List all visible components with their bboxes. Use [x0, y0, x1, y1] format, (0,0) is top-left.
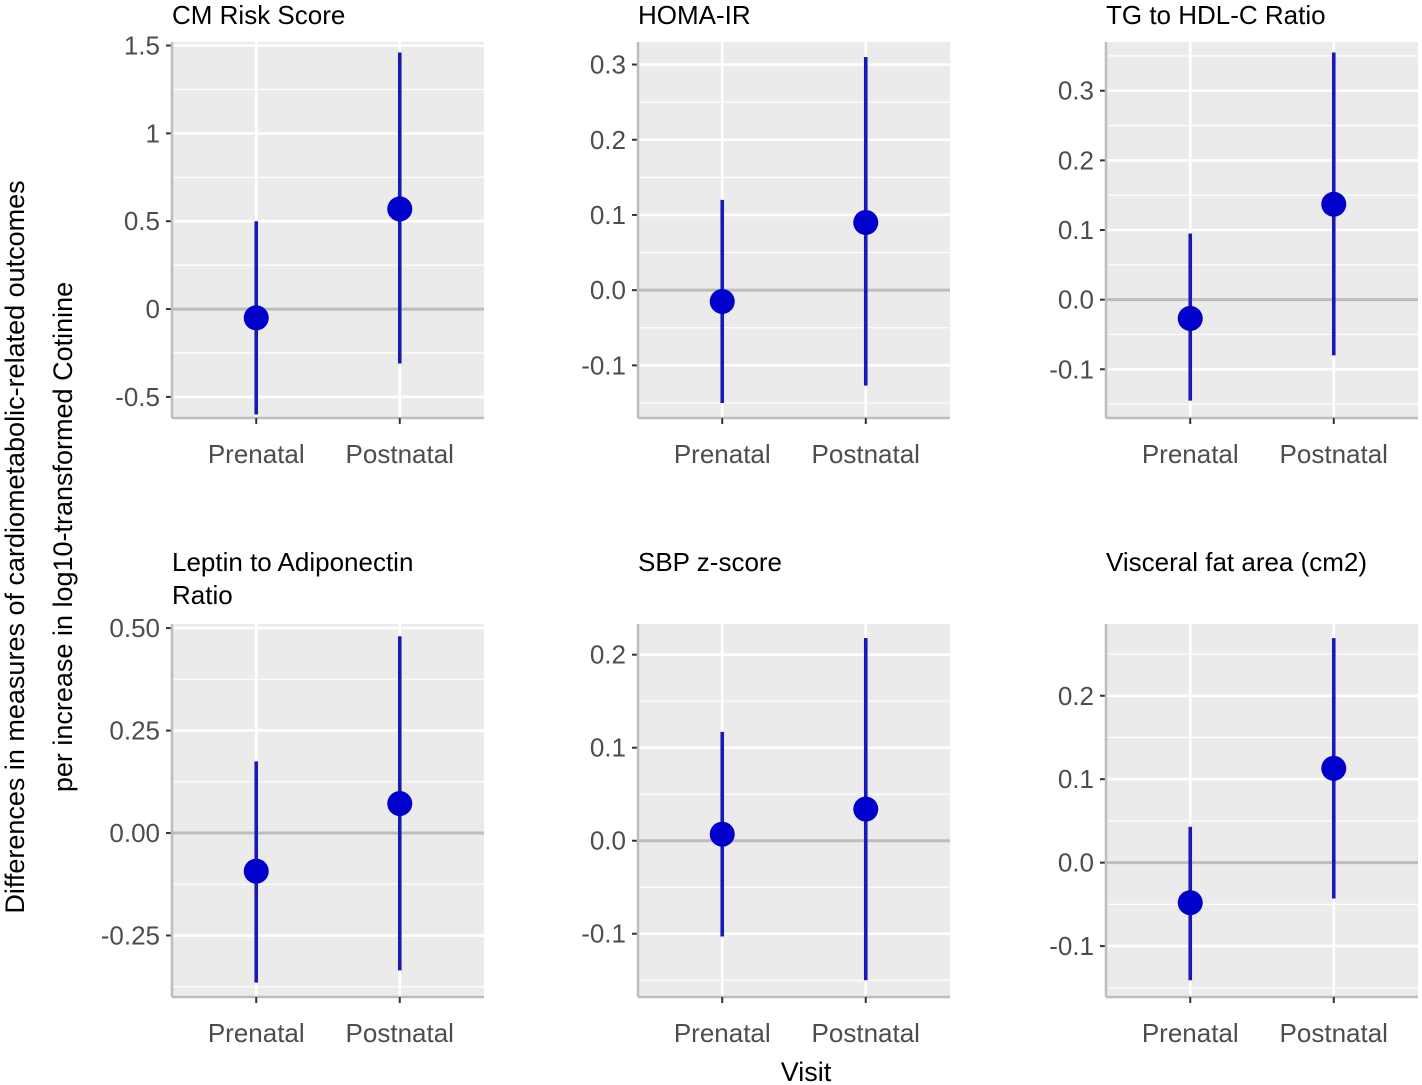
- panel-title: CM Risk Score: [172, 0, 345, 30]
- panel-background: [172, 42, 484, 418]
- y-tick-label: 0.5: [124, 206, 160, 236]
- panel-background: [172, 624, 484, 997]
- y-tick-label: -0.1: [1049, 354, 1094, 384]
- x-tick-label: Postnatal: [1280, 1018, 1388, 1048]
- y-tick-label: 0.1: [1058, 764, 1094, 794]
- y-tick-label: 0.2: [590, 640, 626, 670]
- panel-3: -0.1 0.0 0.1 0.2 0.3 Prenatal Postnatal TG to H…: [1049, 0, 1418, 469]
- x-tick-label: Prenatal: [208, 439, 305, 469]
- panel-background: [638, 42, 950, 418]
- y-tick-label: 0.00: [109, 818, 160, 848]
- x-tick-label: Prenatal: [674, 1018, 771, 1048]
- y-tick-label: -0.5: [115, 382, 160, 412]
- x-tick-label: Prenatal: [674, 439, 771, 469]
- panel-title: Leptin to Adiponectin: [172, 547, 413, 577]
- y-tick-label: -0.1: [581, 919, 626, 949]
- x-tick-label: Postnatal: [346, 439, 454, 469]
- y-tick-label: -0.1: [1049, 931, 1094, 961]
- estimate-point-prenatal: [709, 288, 735, 314]
- panel-title: HOMA-IR: [638, 0, 751, 30]
- y-tick-label: 0.25: [109, 716, 160, 746]
- y-tick-label: 0.0: [590, 275, 626, 305]
- panel-1: -0.5 0 0.5 1 1.5 Prenatal Postnatal CM Risk Sco…: [115, 0, 484, 469]
- y-tick-label: 0.50: [109, 613, 160, 643]
- x-tick-label: Prenatal: [1142, 1018, 1239, 1048]
- estimate-point-postnatal: [1321, 191, 1347, 217]
- estimate-point-postnatal: [387, 791, 413, 817]
- y-tick-label: 1.5: [124, 31, 160, 61]
- y-tick-label: 0.2: [1058, 681, 1094, 711]
- estimate-point-postnatal: [853, 209, 879, 235]
- estimate-point-prenatal: [1177, 890, 1203, 916]
- panel-4: -0.25 0.00 0.25 0.50 Prenatal Postnatal Leptin…: [101, 547, 484, 1048]
- estimate-point-postnatal: [387, 196, 413, 222]
- panel-background: [1106, 624, 1418, 997]
- y-tick-label: 1: [146, 118, 160, 148]
- estimate-point-prenatal: [243, 858, 269, 884]
- x-axis-title: Visit: [781, 1057, 832, 1085]
- y-tick-label: -0.25: [101, 921, 160, 951]
- x-tick-label: Postnatal: [346, 1018, 454, 1048]
- panel-6: -0.1 0.0 0.1 0.2 Prenatal Postnatal Visceral f…: [1049, 547, 1418, 1048]
- y-tick-label: 0: [146, 294, 160, 324]
- y-tick-label: 0.0: [1058, 285, 1094, 315]
- y-tick-label: 0.0: [1058, 848, 1094, 878]
- panel-5: -0.1 0.0 0.1 0.2 Prenatal Postnatal SBP z-scor…: [581, 547, 950, 1048]
- panel-title: TG to HDL-C Ratio: [1106, 0, 1326, 30]
- y-tick-label: 0.2: [1058, 145, 1094, 175]
- estimate-point-prenatal: [243, 305, 269, 331]
- y-tick-label: 0.3: [590, 50, 626, 80]
- estimate-point-prenatal: [1177, 305, 1203, 331]
- x-tick-label: Postnatal: [812, 1018, 920, 1048]
- estimate-point-postnatal: [1321, 755, 1347, 781]
- panel-2: -0.1 0.0 0.1 0.2 0.3 Prenatal Postnatal HOMA-IR: [581, 0, 950, 469]
- y-tick-label: 0.0: [590, 826, 626, 856]
- y-tick-label: 0.2: [590, 125, 626, 155]
- y-axis-title-line1: Differences in measures of cardiometabol…: [0, 180, 30, 913]
- y-tick-label: 0.1: [1058, 215, 1094, 245]
- panel-title: Ratio: [172, 580, 233, 610]
- panel-title: SBP z-score: [638, 547, 782, 577]
- y-tick-label: -0.1: [581, 350, 626, 380]
- y-tick-label: 0.1: [590, 733, 626, 763]
- y-tick-label: 0.3: [1058, 76, 1094, 106]
- estimate-point-prenatal: [709, 821, 735, 847]
- y-axis-title-line2: per increase in log10-transformed Cotini…: [48, 282, 78, 792]
- x-tick-label: Postnatal: [1280, 439, 1388, 469]
- estimate-point-postnatal: [853, 796, 879, 822]
- x-tick-label: Prenatal: [1142, 439, 1239, 469]
- panel-title: Visceral fat area (cm2): [1106, 547, 1367, 577]
- y-tick-label: 0.1: [590, 200, 626, 230]
- panels-container: -0.5 0 0.5 1 1.5 Prenatal Postnatal CM Risk Sco…: [101, 0, 1418, 1048]
- x-tick-label: Prenatal: [208, 1018, 305, 1048]
- x-tick-label: Postnatal: [812, 439, 920, 469]
- panel-background: [638, 624, 950, 997]
